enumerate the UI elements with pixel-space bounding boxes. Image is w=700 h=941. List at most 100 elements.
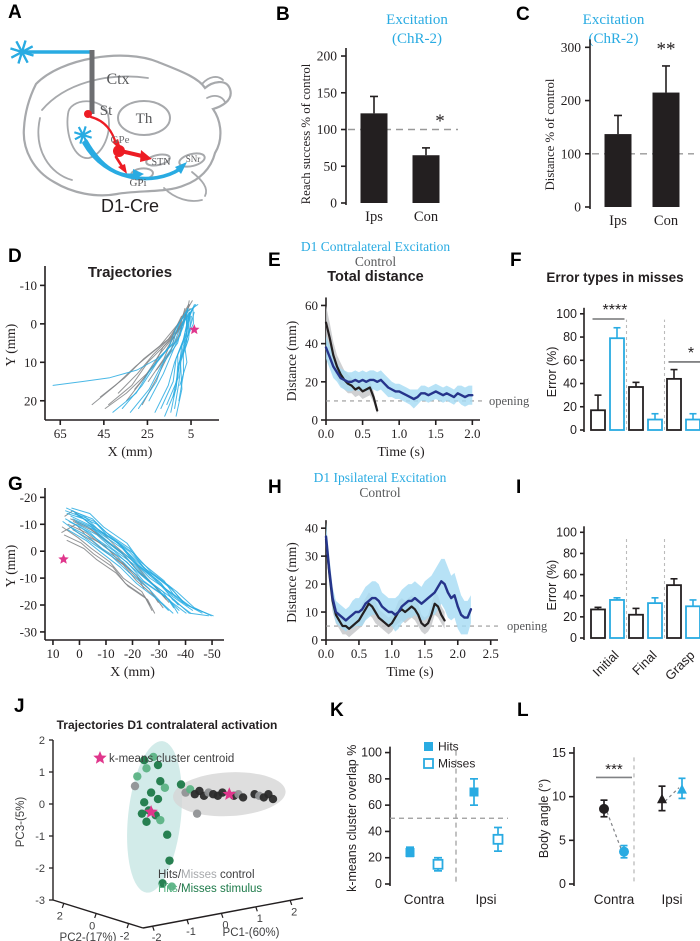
panel-b-subtitle: (ChR-2): [392, 31, 442, 47]
panel-h-line-chart: 0 10 20 30 40 0.0 0.5 1.0 1.5 2.0 2.5 Distance (mm)…: [284, 520, 548, 680]
panel-b-bar-chart: 0 50 100 150 200 Reach success % of control Ip…: [299, 48, 458, 225]
panel-b-title: Excitation: [386, 12, 448, 28]
panel-e-title-stim: D1 Contralateral Excitation: [300, 239, 451, 254]
svg-text:0: 0: [31, 544, 38, 559]
svg-text:Hits/Misses stimulus: Hits/Misses stimulus: [158, 883, 262, 895]
svg-text:Misses: Misses: [438, 757, 475, 771]
svg-text:1.5: 1.5: [428, 426, 444, 441]
svg-text:2.0: 2.0: [464, 426, 480, 441]
svg-text:Reach success % of control: Reach success % of control: [299, 63, 313, 204]
panel-d-label: D: [8, 246, 22, 267]
panel-l-label: L: [517, 700, 529, 721]
svg-text:2: 2: [291, 906, 297, 918]
svg-text:100: 100: [317, 122, 338, 137]
svg-text:PC2-(17%): PC2-(17%): [60, 932, 117, 941]
svg-text:0: 0: [570, 423, 577, 437]
svg-text:**: **: [657, 39, 676, 60]
svg-text:Contra: Contra: [594, 892, 635, 907]
svg-text:-20: -20: [20, 598, 37, 613]
svg-text:20: 20: [563, 610, 577, 624]
svg-text:GPe: GPe: [111, 134, 130, 146]
svg-text:****: ****: [603, 302, 628, 319]
svg-text:*: *: [688, 345, 694, 362]
svg-text:-20: -20: [20, 490, 37, 505]
svg-text:0: 0: [222, 919, 228, 931]
svg-text:Ips: Ips: [365, 209, 383, 225]
panel-g-label: G: [8, 474, 23, 495]
panel-h-title-control: Control: [359, 485, 401, 500]
panel-i-bar-chart: 0 20 40 60 80 100 Error (%) Initial Final Grasp: [545, 525, 700, 683]
svg-text:40: 40: [305, 336, 318, 351]
svg-text:-2: -2: [35, 863, 45, 875]
svg-text:Ctx: Ctx: [106, 71, 129, 88]
svg-text:0.5: 0.5: [351, 646, 367, 661]
svg-text:10: 10: [24, 355, 37, 370]
svg-text:0: 0: [76, 646, 83, 661]
svg-text:-30: -30: [150, 646, 167, 661]
svg-text:1.5: 1.5: [417, 646, 433, 661]
svg-text:Hits/Misses control: Hits/Misses control: [158, 869, 255, 881]
svg-text:Final: Final: [629, 647, 660, 678]
svg-text:40: 40: [563, 589, 577, 603]
svg-text:Error (%): Error (%): [545, 347, 559, 398]
svg-text:100: 100: [361, 746, 382, 760]
svg-text:-10: -10: [20, 571, 37, 586]
svg-text:Y (mm): Y (mm): [3, 324, 18, 367]
panel-a-caption: D1-Cre: [100, 196, 159, 216]
svg-text:Th: Th: [136, 111, 153, 127]
svg-text:0.5: 0.5: [354, 426, 370, 441]
svg-text:0: 0: [89, 920, 95, 932]
panel-d-title: Trajectories: [87, 264, 173, 281]
svg-text:-1: -1: [35, 831, 45, 843]
svg-text:1: 1: [39, 767, 45, 779]
svg-text:0: 0: [559, 877, 566, 891]
svg-text:-10: -10: [20, 278, 37, 293]
svg-text:200: 200: [561, 93, 582, 108]
svg-text:40: 40: [305, 521, 318, 536]
svg-text:10: 10: [552, 790, 566, 804]
svg-text:Ips: Ips: [609, 213, 627, 229]
svg-text:Time (s): Time (s): [386, 665, 434, 680]
svg-text:20: 20: [305, 577, 318, 592]
panel-i-label: I: [516, 477, 522, 498]
svg-text:-40: -40: [177, 646, 194, 661]
svg-text:STN: STN: [152, 157, 171, 168]
svg-text:-2: -2: [120, 931, 130, 941]
svg-text:GPi: GPi: [129, 177, 146, 189]
panel-b-label: B: [276, 4, 290, 25]
svg-text:PC1-(60%): PC1-(60%): [223, 927, 280, 939]
svg-text:Ipsi: Ipsi: [661, 892, 682, 907]
svg-text:0: 0: [330, 196, 337, 211]
svg-text:40: 40: [368, 824, 382, 838]
panel-e-label: E: [268, 250, 281, 271]
svg-text:60: 60: [368, 798, 382, 812]
svg-text:Contra: Contra: [404, 892, 445, 907]
svg-text:60: 60: [563, 353, 577, 367]
svg-text:-10: -10: [97, 646, 114, 661]
svg-text:30: 30: [305, 549, 318, 564]
svg-text:60: 60: [305, 298, 318, 313]
svg-text:1.0: 1.0: [391, 426, 407, 441]
panel-c-bar-chart: 0 100 200 300 Distance % of control Ips Con **: [543, 39, 694, 229]
svg-text:*: *: [435, 111, 445, 132]
svg-text:St: St: [100, 103, 113, 119]
svg-text:25: 25: [141, 426, 154, 441]
panel-k-label: K: [330, 700, 344, 721]
svg-text:0: 0: [574, 200, 581, 215]
svg-text:X (mm): X (mm): [108, 445, 153, 460]
svg-text:1.0: 1.0: [384, 646, 400, 661]
svg-text:2.0: 2.0: [450, 646, 466, 661]
panel-l-point-chart: 0 5 10 15 Body angle (°) Contra Ipsi ***: [537, 746, 687, 907]
panel-e-line-chart: 0 20 40 60 0.0 0.5 1.0 1.5 2.0 Distance (mm) Time …: [284, 297, 530, 460]
panel-f-label: F: [510, 250, 522, 271]
svg-text:10: 10: [305, 605, 318, 620]
svg-text:opening: opening: [489, 394, 530, 408]
svg-text:-3: -3: [35, 895, 45, 907]
svg-text:50: 50: [324, 159, 338, 174]
svg-text:0: 0: [375, 877, 382, 891]
svg-text:100: 100: [556, 307, 577, 321]
svg-text:Con: Con: [414, 209, 439, 225]
panel-j-title: Trajectories D1 contralateral activation: [56, 718, 278, 732]
